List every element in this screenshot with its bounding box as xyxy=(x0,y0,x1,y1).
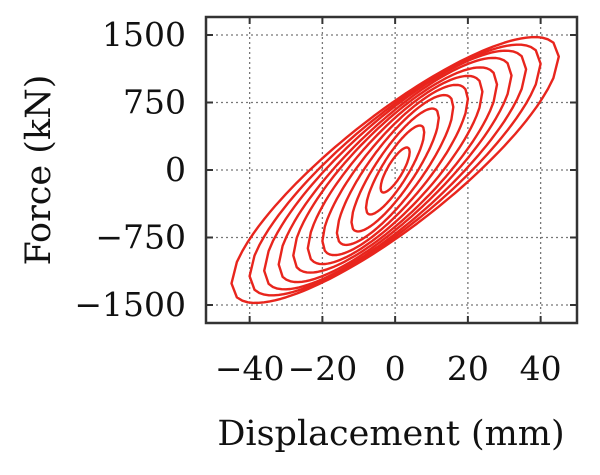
hysteresis-loop xyxy=(350,107,440,233)
hysteresis-loop xyxy=(263,49,528,291)
hysteresis-loop xyxy=(335,93,455,247)
y-tick-label: −750 xyxy=(95,218,186,257)
hysteresis-loop xyxy=(230,35,560,305)
hysteresis-loop xyxy=(292,66,499,274)
x-tick-label: −20 xyxy=(288,349,358,388)
hysteresis-loop xyxy=(379,146,411,194)
axis-ticks: −40 −20 0 20 40 1500 750 0 −750 −1500 xyxy=(74,15,577,388)
y-tick-label: −1500 xyxy=(74,285,186,324)
hysteresis-loop xyxy=(364,124,426,216)
y-tick-label: 1500 xyxy=(102,15,186,54)
x-tick-label: −40 xyxy=(215,349,285,388)
hysteresis-loop xyxy=(277,56,513,284)
hysteresis-loop xyxy=(306,74,484,266)
y-tick-label: 750 xyxy=(123,83,186,122)
hysteresis-loops xyxy=(230,35,560,305)
x-tick-label: 40 xyxy=(520,349,562,388)
y-tick-label: 0 xyxy=(165,150,186,189)
hysteresis-loop xyxy=(321,83,470,257)
x-tick-label: 0 xyxy=(385,349,406,388)
y-axis-label: Force (kN) xyxy=(19,75,59,266)
x-tick-label: 20 xyxy=(447,349,489,388)
x-axis-label: Displacement (mm) xyxy=(217,414,564,454)
hysteresis-loop xyxy=(248,43,542,297)
